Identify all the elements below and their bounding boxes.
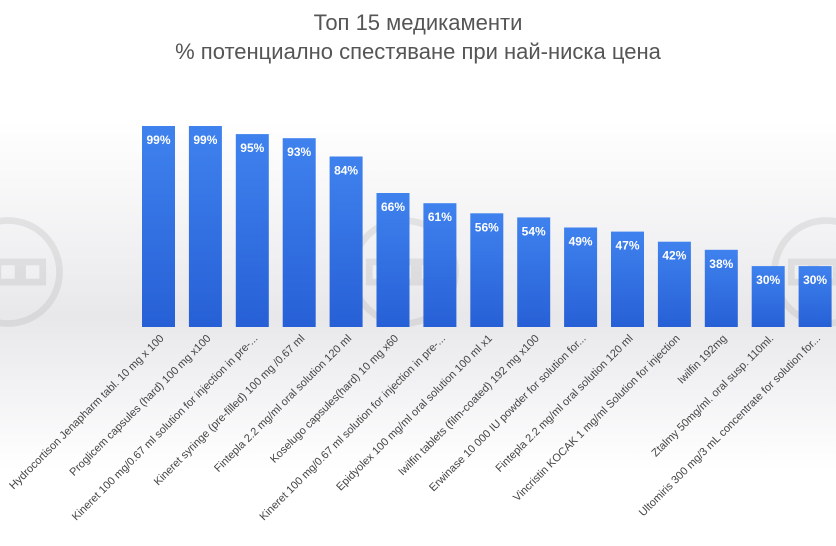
bars-group — [142, 126, 832, 327]
bar-2 — [188, 126, 222, 327]
chart-subtitle: % потенциално спестяване при най-ниска ц… — [175, 39, 661, 64]
bar-value-label-11: 47% — [615, 239, 639, 253]
bar-value-label-8: 56% — [475, 220, 499, 234]
bar-11 — [611, 231, 644, 327]
bar-value-label-9: 54% — [522, 224, 546, 238]
bar-14 — [751, 266, 785, 327]
category-labels-group: Hydrocortison Jenapharm tabl. 10 mg x 10… — [7, 333, 823, 524]
bar-value-label-10: 49% — [569, 235, 593, 249]
bar-value-label-3: 95% — [240, 141, 264, 155]
category-label-12: Vincristin KOCAK 1 mg/ml Solution for in… — [511, 333, 682, 504]
bar-value-label-1: 99% — [146, 133, 170, 147]
bar-7 — [423, 203, 457, 327]
category-label-1: Hydrocortison Jenapharm tabl. 10 mg x 10… — [7, 333, 166, 492]
bar-value-label-12: 42% — [662, 249, 686, 263]
bar-value-label-4: 93% — [287, 145, 311, 159]
category-label-3: Kineret 100 mg/0.67 ml solution for inje… — [70, 333, 261, 524]
bar-value-label-5: 84% — [334, 164, 358, 178]
bar-12 — [657, 241, 691, 327]
bar-1 — [142, 126, 175, 327]
bar-9 — [517, 217, 551, 327]
bar-value-label-14: 30% — [756, 273, 780, 287]
bar-15 — [798, 266, 832, 327]
category-label-15: Ultomiris 300 mg/3 mL concentrate for so… — [637, 333, 823, 519]
bar-value-label-7: 61% — [428, 210, 452, 224]
bar-5 — [329, 156, 363, 327]
bar-4 — [282, 138, 316, 327]
bar-value-label-2: 99% — [193, 133, 217, 147]
bar-8 — [470, 213, 504, 327]
bar-6 — [376, 193, 410, 327]
bar-10 — [564, 227, 598, 327]
value-labels-group: 99% 99% 95% 93% 84% 66% 61% 56% 54% 49% 47% 42% 38% 3… — [146, 133, 827, 287]
bar-13 — [704, 249, 738, 327]
bar-value-label-13: 38% — [709, 257, 733, 271]
bar-value-label-6: 66% — [381, 200, 405, 214]
bar-3 — [235, 134, 269, 327]
bar-value-label-15: 30% — [803, 273, 827, 287]
chart-title: Топ 15 медикаменти — [313, 10, 523, 35]
watermark-logo-left — [0, 217, 63, 327]
